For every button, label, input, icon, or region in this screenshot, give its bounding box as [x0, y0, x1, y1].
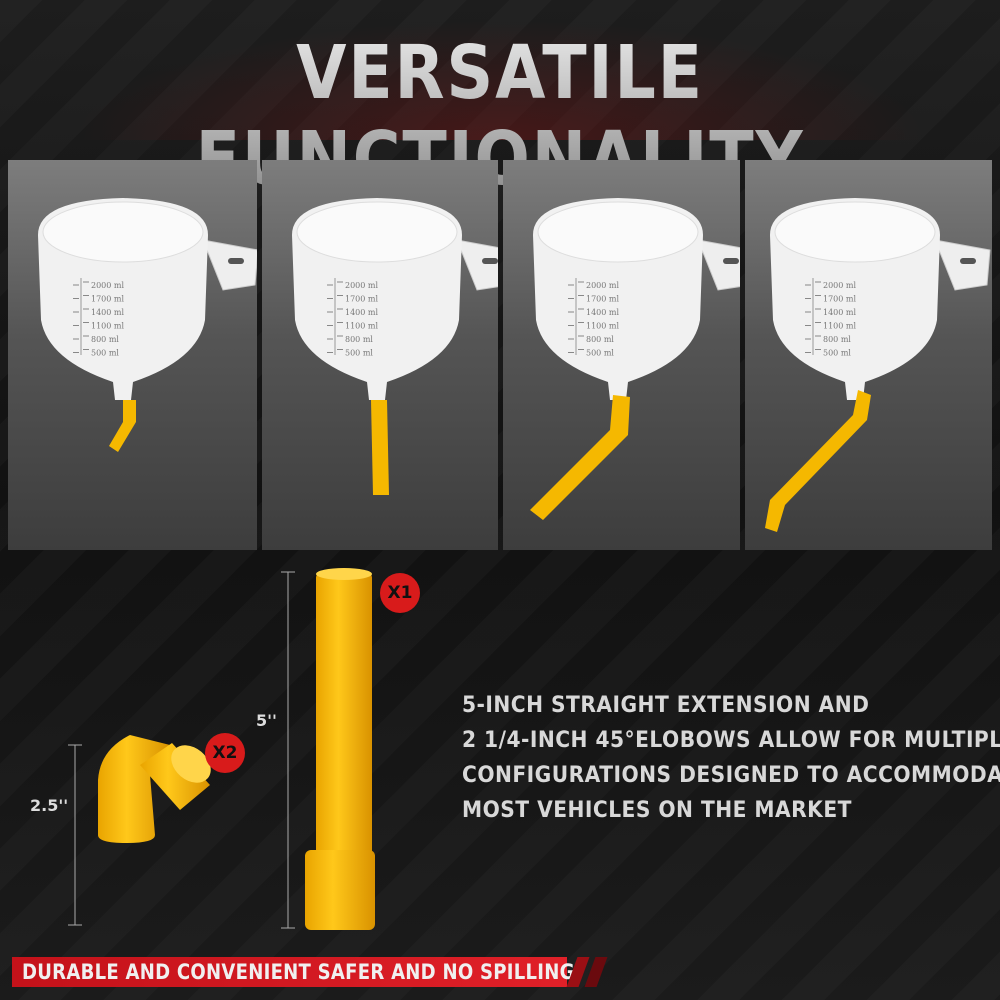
funnel-image: 2000 ml 1700 ml 1400 ml 1100 ml 800 ml 500 ml	[765, 198, 991, 532]
scale-label: 800 ml	[345, 335, 373, 344]
scale-label: 1700 ml	[345, 295, 378, 304]
config-panel-extension-elbow: 2000 ml 1700 ml 1400 ml 1100 ml 800 ml 500 ml	[503, 160, 740, 550]
description-line: CONFIGURATIONS DESIGNED TO ACCOMMODATE	[462, 763, 1000, 788]
extension-length-label: 5''	[256, 711, 277, 730]
scale-label: 1400 ml	[91, 308, 124, 317]
scale-label: 1700 ml	[823, 295, 856, 304]
scale-label: 800 ml	[823, 335, 851, 344]
description-line: 2 1/4-INCH 45°ELOBOWS ALLOW FOR MULTIPLE	[462, 728, 1000, 753]
description-text: 5-INCH STRAIGHT EXTENSION AND 2 1/4-INCH…	[462, 688, 1000, 828]
elbow-count-badge: X2	[205, 733, 245, 773]
scale-label: 1700 ml	[91, 295, 124, 304]
scale-label: 1400 ml	[823, 308, 856, 317]
scale-label: 800 ml	[91, 335, 119, 344]
scale-label: 500 ml	[91, 349, 119, 358]
scale-label: 1400 ml	[345, 308, 378, 317]
background-glow	[0, 0, 1000, 140]
funnel-image: 2000 ml 1700 ml 1400 ml 1100 ml 800 ml 500 ml	[292, 198, 498, 495]
scale-label: 2000 ml	[823, 281, 856, 290]
description-line: 5-INCH STRAIGHT EXTENSION AND	[462, 693, 870, 718]
scale-label: 1100 ml	[823, 322, 856, 331]
scale-label: 1100 ml	[345, 322, 378, 331]
parts-illustration	[68, 568, 375, 930]
config-panel-two-elbows: 2000 ml 1700 ml 1400 ml 1100 ml 800 ml 500 ml	[745, 160, 992, 550]
scale-label: 1700 ml	[586, 295, 619, 304]
funnel-image: 2000 ml 1700 ml 1400 ml 1100 ml 800 ml 500 ml	[530, 198, 740, 520]
bottom-banner: DURABLE AND CONVENIENT SAFER AND NO SPIL…	[12, 957, 574, 987]
scale-label: 1100 ml	[91, 322, 124, 331]
scale-label: 500 ml	[823, 349, 851, 358]
elbow-length-label: 2.5''	[30, 796, 69, 815]
scale-label: 800 ml	[586, 335, 614, 344]
scale-label: 2000 ml	[345, 281, 378, 290]
extension-count-badge: X1	[380, 573, 420, 613]
scale-label: 2000 ml	[586, 281, 619, 290]
config-panel-elbow: 2000 ml 1700 ml 1400 ml 1100 ml 800 ml 500 ml	[8, 160, 257, 550]
elbow-part	[98, 735, 211, 843]
extension-part	[305, 568, 375, 930]
funnel-image: 2000 ml 1700 ml 1400 ml 1100 ml 800 ml 500 ml	[38, 198, 257, 452]
description-line: MOST VEHICLES ON THE MARKET	[462, 798, 852, 823]
scale-label: 1400 ml	[586, 308, 619, 317]
scale-label: 1100 ml	[586, 322, 619, 331]
banner-text: DURABLE AND CONVENIENT SAFER AND NO SPIL…	[22, 960, 575, 984]
scale-label: 2000 ml	[91, 281, 124, 290]
scale-label: 500 ml	[345, 349, 373, 358]
scale-label: 500 ml	[586, 349, 614, 358]
config-panel-straight: 2000 ml 1700 ml 1400 ml 1100 ml 800 ml 500 ml	[262, 160, 498, 550]
